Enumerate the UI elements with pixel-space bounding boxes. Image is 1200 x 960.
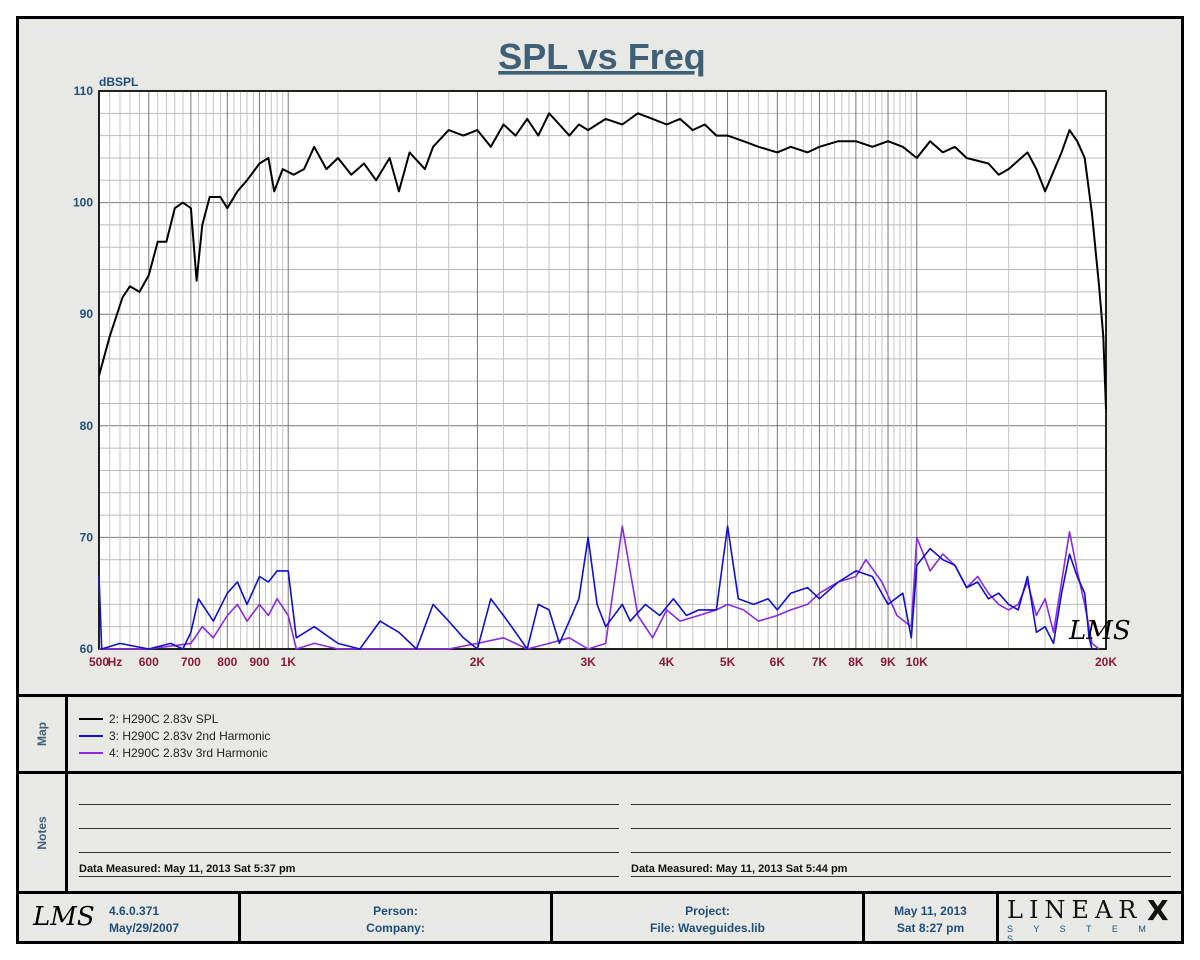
note-line xyxy=(79,852,619,853)
x-tick-label: 900 xyxy=(249,655,269,669)
legend-item-spl: 2: H290C 2.83v SPL xyxy=(79,712,218,726)
note-line xyxy=(631,804,1171,805)
legend-item-2nd-harmonic: 3: H290C 2.83v 2nd Harmonic xyxy=(79,729,270,743)
legend-swatch xyxy=(79,735,103,737)
lms-watermark: LMS xyxy=(1068,616,1131,646)
footer-version-cell: LMS 4.6.0.371 May/29/2007 xyxy=(19,894,241,941)
lms-logo: LMS xyxy=(33,902,95,932)
company-label: Company: xyxy=(366,921,425,935)
chart-title: SPL vs Freq xyxy=(498,36,705,77)
x-tick-label: 600 xyxy=(139,655,159,669)
legend-text: 2: H290C 2.83v SPL xyxy=(109,712,219,726)
x-tick-label: 3K xyxy=(580,655,596,669)
y-axis-label: dBSPL xyxy=(99,75,138,89)
x-tick-label: 1K xyxy=(281,655,297,669)
x-tick-label: 20K xyxy=(1095,655,1117,669)
footer: LMS 4.6.0.371 May/29/2007 Person: Compan… xyxy=(19,894,1181,944)
footer-person-cell: Person: Company: xyxy=(241,894,553,941)
file-label: File: Waveguides.lib xyxy=(650,921,765,935)
y-tick-label: 60 xyxy=(80,642,94,656)
notes-label: Notes xyxy=(35,815,49,850)
print-time: Sat 8:27 pm xyxy=(896,921,965,935)
brand-linear: LINEAR xyxy=(1007,896,1143,924)
legend-swatch xyxy=(79,718,103,720)
note-line xyxy=(631,852,1171,853)
x-tick-label: 6K xyxy=(770,655,786,669)
legend-text: 4: H290C 2.83v 3rd Harmonic xyxy=(109,746,268,760)
print-date: May 11, 2013 xyxy=(894,904,967,918)
x-tick-label: 9K xyxy=(880,655,896,669)
note-line xyxy=(631,876,1171,877)
y-tick-label: 70 xyxy=(80,530,94,544)
x-tick-label: 8K xyxy=(848,655,864,669)
footer-date-cell: May 11, 2013 Sat 8:27 pm xyxy=(865,894,999,941)
person-label: Person: xyxy=(373,904,418,918)
version-date: May/29/2007 xyxy=(109,921,180,935)
map-label: Map xyxy=(35,722,49,746)
x-tick-label: 2K xyxy=(470,655,486,669)
notes-panel: Notes Data Measured: May 11, 2013 Sat 5:… xyxy=(19,774,1181,894)
x-tick-label: 7K xyxy=(812,655,828,669)
x-tick-label: 5K xyxy=(720,655,736,669)
x-tick-label: 500 xyxy=(89,655,109,669)
right-data-measured: Data Measured: May 11, 2013 Sat 5:44 pm xyxy=(631,863,848,875)
notes-label-box: Notes xyxy=(19,774,68,891)
left-data-measured: Data Measured: May 11, 2013 Sat 5:37 pm xyxy=(79,863,296,875)
y-tick-label: 80 xyxy=(80,419,94,433)
project-label: Project: xyxy=(685,904,730,918)
note-line xyxy=(79,828,619,829)
series-line-2 xyxy=(98,112,1107,410)
note-line xyxy=(79,804,619,805)
x-tick-label: 700 xyxy=(181,655,201,669)
legend-text: 3: H290C 2.83v 2nd Harmonic xyxy=(109,729,271,743)
x-tick-label: 4K xyxy=(659,655,675,669)
legend-swatch xyxy=(79,752,103,754)
x-tick-label: 800 xyxy=(217,655,237,669)
series-line-4 xyxy=(99,525,1100,650)
y-tick-label: 90 xyxy=(80,307,94,321)
x-tick-label: Hz xyxy=(108,655,123,669)
plot-panel: SPL vs Freq dBSPL 60 70 80 90 100 110 500 Hz 600… xyxy=(19,19,1181,697)
note-line xyxy=(79,876,619,877)
map-label-box: Map xyxy=(19,697,68,771)
linearx-logo: LINEAR X S Y S T E M S xyxy=(999,894,1181,944)
note-line xyxy=(631,828,1171,829)
brand-x: X xyxy=(1147,894,1169,927)
map-panel: Map 2: H290C 2.83v SPL 3: H290C 2.83v 2n… xyxy=(19,697,1181,774)
version-number: 4.6.0.371 xyxy=(109,904,160,918)
footer-project-cell: Project: File: Waveguides.lib xyxy=(553,894,865,941)
brand-systems: S Y S T E M S xyxy=(1007,924,1155,944)
legend-item-3rd-harmonic: 4: H290C 2.83v 3rd Harmonic xyxy=(79,746,268,760)
report-frame: SPL vs Freq dBSPL 60 70 80 90 100 110 500 Hz 600… xyxy=(16,16,1184,944)
plot-border xyxy=(98,90,1107,650)
y-tick-label: 100 xyxy=(73,196,93,210)
y-tick-label: 110 xyxy=(74,84,94,98)
series-line-3 xyxy=(98,525,1093,650)
x-tick-label: 10K xyxy=(906,655,928,669)
